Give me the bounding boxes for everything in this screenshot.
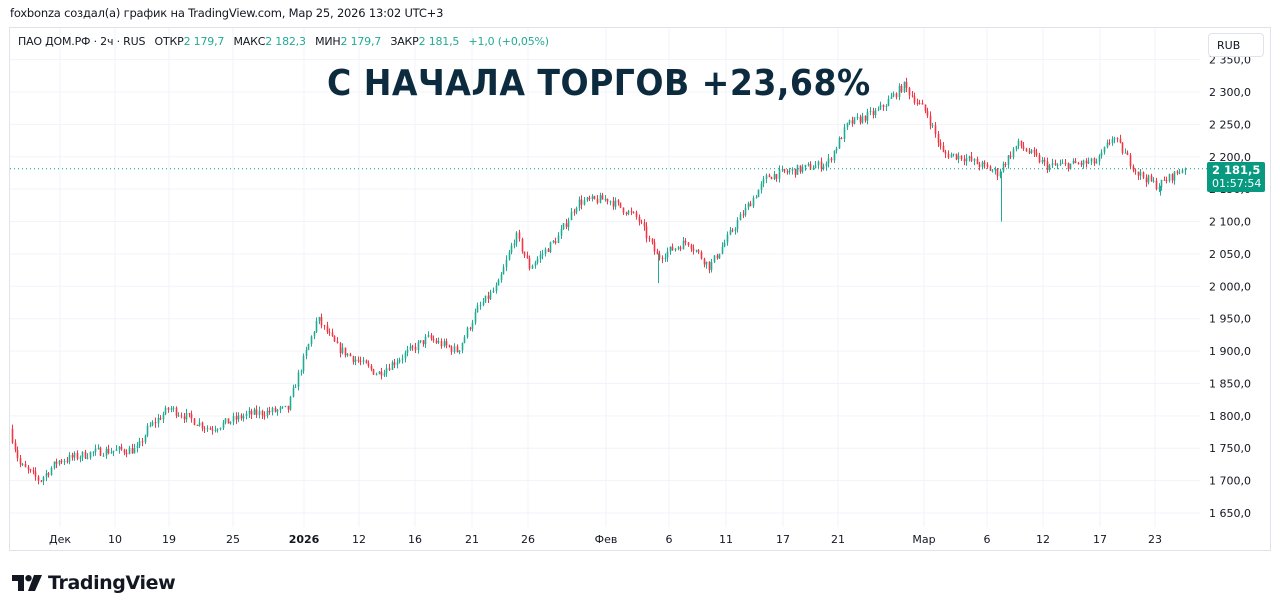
time-axis-label: 6 — [666, 533, 673, 546]
change-value: +1,0 (+0,05%) — [468, 35, 550, 48]
symbol-title[interactable]: ПАО ДОМ.РФ · 2ч · RUS — [18, 35, 146, 48]
chart-credit-line: foxbonza создал(а) график на TradingView… — [10, 6, 444, 20]
currency-button[interactable]: RUB — [1208, 33, 1264, 57]
price-axis-label: 1 950,0 — [1209, 313, 1251, 326]
price-axis-label: 2 100,0 — [1209, 216, 1251, 229]
price-axis[interactable]: 2 350,02 300,02 250,02 200,02 150,02 100… — [1209, 54, 1251, 520]
price-axis-label: 2 250,0 — [1209, 118, 1251, 131]
time-axis-label: 12 — [1036, 533, 1050, 546]
price-axis-label: 2 000,0 — [1209, 280, 1251, 293]
tradingview-logo-icon — [12, 575, 42, 591]
headline-annotation: С НАЧАЛА ТОРГОВ +23,68% — [327, 63, 871, 104]
time-axis[interactable]: Дек 10 19 25 2026 12 16 21 26 Фев 6 11 17 21 Мар 6 12 17 2… — [49, 533, 1162, 546]
time-axis-label: 23 — [1148, 533, 1162, 546]
time-axis-label: 2026 — [289, 533, 320, 546]
symbol-legend: ПАО ДОМ.РФ · 2ч · RUS ОТКР2 179,7 МАКС2 … — [18, 35, 549, 48]
open-value: 2 179,7 — [183, 35, 225, 48]
price-axis-label: 1 900,0 — [1209, 345, 1251, 358]
time-axis-label: 11 — [719, 533, 733, 546]
time-axis-label: 21 — [465, 533, 479, 546]
time-axis-label: 25 — [226, 533, 240, 546]
tradingview-logo[interactable]: TradingView — [12, 572, 176, 594]
chart-frame[interactable] — [9, 27, 1271, 551]
price-axis-label: 1 800,0 — [1209, 410, 1251, 423]
low-label: МИН — [315, 35, 341, 48]
time-axis-label: 16 — [408, 533, 422, 546]
price-axis-label: 1 750,0 — [1209, 442, 1251, 455]
price-axis-label: 1 700,0 — [1209, 475, 1251, 488]
time-axis-label: 19 — [162, 533, 176, 546]
time-axis-label: 12 — [352, 533, 366, 546]
price-axis-label: 2 300,0 — [1209, 86, 1251, 99]
high-value: 2 182,3 — [265, 35, 306, 48]
candles — [11, 77, 1187, 486]
time-axis-label: Мар — [912, 533, 935, 546]
time-axis-label: Дек — [49, 533, 71, 546]
close-value: 2 181,5 — [418, 35, 460, 48]
price-axis-label: 2 200,0 — [1209, 151, 1251, 164]
chart-grid — [10, 28, 1200, 527]
price-axis-label: 1 850,0 — [1209, 377, 1251, 390]
time-axis-label: 17 — [776, 533, 790, 546]
time-axis-label: 26 — [521, 533, 535, 546]
last-price-tag: 2 181,5 01:57:54 — [1207, 162, 1265, 192]
high-label: МАКС — [233, 35, 266, 48]
time-axis-label: 21 — [831, 533, 845, 546]
time-axis-label: Фев — [595, 533, 618, 546]
close-label: ЗАКР — [390, 35, 419, 48]
time-axis-label: 6 — [984, 533, 991, 546]
time-axis-label: 17 — [1093, 533, 1107, 546]
bar-countdown: 01:57:54 — [1212, 177, 1262, 190]
time-axis-label: 10 — [108, 533, 122, 546]
price-axis-label: 1 650,0 — [1209, 507, 1251, 520]
low-value: 2 179,7 — [340, 35, 382, 48]
last-price-value: 2 181,5 — [1212, 163, 1261, 177]
open-label: ОТКР — [154, 35, 184, 48]
price-axis-label: 2 050,0 — [1209, 248, 1251, 261]
tradingview-logo-text: TradingView — [48, 572, 176, 594]
